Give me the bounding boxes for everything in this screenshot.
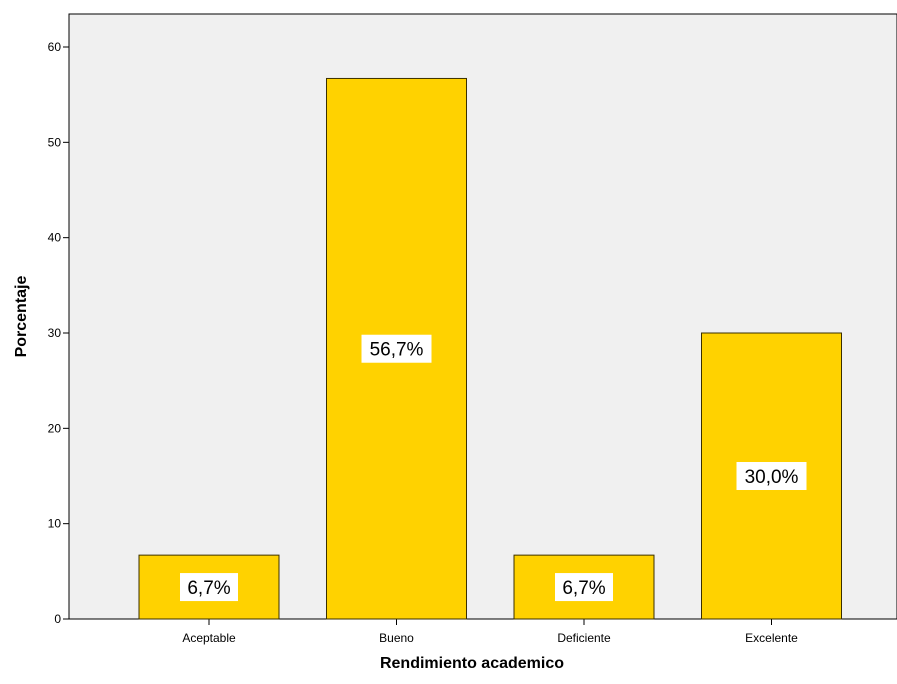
data-label: 56,7%	[361, 334, 432, 363]
data-label-box	[180, 573, 238, 602]
data-label: 30,0%	[736, 462, 807, 490]
data-label-text: 6,7%	[187, 578, 230, 599]
y-axis: 0 10 20 30 40 50 60	[48, 14, 70, 626]
data-label-text: 6,7%	[562, 578, 605, 599]
y-tick-label: 40	[48, 231, 62, 245]
data-label-text: 30,0%	[745, 467, 799, 488]
y-tick-label: 20	[48, 421, 62, 435]
data-label: 6,7%	[555, 573, 613, 602]
data-label-box	[555, 573, 613, 602]
x-axis-title: Rendimiento academico	[380, 655, 564, 672]
y-tick-label: 10	[48, 517, 62, 531]
data-labels: 6,7% 56,7% 6,7% 30,0%	[180, 334, 807, 602]
x-axis: Aceptable Bueno Deficiente Excelente	[69, 618, 897, 645]
data-label-box	[736, 462, 807, 490]
x-tick-label: Bueno	[379, 631, 414, 645]
x-tick-label: Deficiente	[557, 631, 611, 645]
data-label-text: 56,7%	[370, 340, 424, 361]
x-tick-label: Excelente	[745, 631, 798, 645]
y-tick-label: 30	[48, 326, 62, 340]
data-label: 6,7%	[180, 573, 238, 602]
y-tick-label: 60	[48, 40, 62, 54]
x-tick-label: Aceptable	[182, 631, 236, 645]
data-label-box	[361, 334, 432, 363]
y-tick-label: 0	[54, 612, 61, 626]
y-axis-title: Porcentaje	[13, 275, 30, 357]
y-tick-label: 50	[48, 135, 62, 149]
